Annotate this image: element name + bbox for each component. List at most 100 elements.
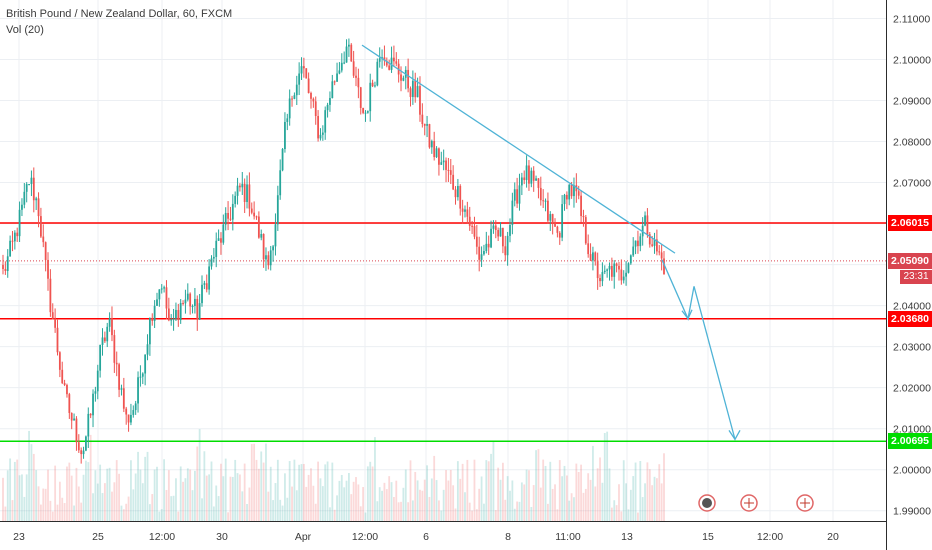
volume-bar: [281, 505, 284, 521]
volume-bar: [148, 504, 151, 521]
candle-body: [92, 393, 94, 416]
volume-bar: [120, 505, 123, 521]
volume-bar: [660, 483, 663, 521]
candle-body: [87, 413, 90, 437]
volume-bar: [594, 486, 597, 521]
volume-bar: [4, 506, 7, 521]
candle-body: [359, 87, 362, 108]
candle-body: [613, 263, 616, 277]
volume-bar: [511, 480, 514, 521]
volume-bar: [63, 503, 66, 521]
candle-body: [499, 227, 502, 237]
volume-bar: [146, 451, 149, 521]
volume-bar: [317, 461, 320, 521]
volume-bar: [513, 508, 516, 521]
candle-body: [542, 200, 545, 202]
candle-body: [94, 391, 97, 394]
candle-body: [447, 169, 450, 171]
y-tick-label: 2.10000: [893, 54, 931, 66]
y-tick-label: 2.04000: [893, 301, 931, 313]
candle-body: [286, 118, 289, 122]
volume-bar: [189, 469, 192, 521]
volume-bar: [494, 510, 497, 521]
candle-body: [376, 61, 379, 86]
volume-bar: [96, 483, 99, 521]
volume-bar: [516, 501, 519, 521]
candle-body: [648, 234, 651, 245]
volume-bar: [257, 468, 260, 521]
resistance-price-tag: 2.06015: [888, 214, 932, 231]
volume-bar: [487, 461, 490, 521]
volume-bar: [388, 476, 391, 521]
volume-bar: [428, 496, 431, 521]
candle-body: [411, 80, 414, 97]
volume-bar: [336, 495, 338, 521]
event-markers[interactable]: [698, 494, 814, 512]
candle-body: [310, 92, 312, 99]
candle-body: [483, 251, 485, 255]
candle-body: [556, 226, 559, 233]
candle-body: [537, 178, 540, 188]
candle-body: [355, 75, 357, 78]
drawing-objects[interactable]: [361, 44, 741, 441]
volume-bar: [184, 478, 187, 521]
candle-body: [141, 373, 144, 377]
candle-body: [13, 232, 16, 242]
volume-bar: [343, 487, 346, 521]
volume-bar: [295, 490, 298, 521]
candle-body: [156, 299, 158, 306]
candle-body: [663, 258, 665, 275]
candle-body: [369, 82, 372, 112]
volume-bar: [293, 459, 296, 521]
volume-bar: [542, 459, 545, 521]
volume-bar: [291, 486, 293, 521]
chart-legend[interactable]: British Pound / New Zealand Dollar, 60, …: [6, 6, 232, 38]
volume-bar: [203, 451, 206, 521]
current-price-tag: 2.05090: [888, 252, 932, 269]
candle-body: [127, 414, 130, 423]
candle-body: [302, 66, 305, 69]
volume-bar: [113, 482, 116, 521]
candle-body: [485, 243, 488, 252]
volume-bar: [314, 503, 317, 521]
candle-body: [276, 195, 279, 225]
volume-bar: [383, 482, 386, 521]
volume-bar: [208, 474, 211, 521]
candle-body: [101, 337, 104, 345]
candle-body: [324, 110, 327, 133]
candle-body: [530, 170, 533, 184]
volume-bar: [246, 504, 248, 521]
volume-bar: [85, 460, 87, 521]
volume-bar: [393, 497, 395, 521]
volume-bar: [663, 453, 665, 521]
volume-bar: [435, 480, 438, 521]
candle-body: [352, 61, 355, 76]
volume-bar: [461, 463, 464, 521]
candle-body: [319, 134, 322, 139]
volume-bar: [419, 489, 421, 521]
candle-body: [452, 174, 455, 190]
volume-bar: [250, 444, 253, 521]
volume-bar: [355, 477, 357, 521]
candle-body: [210, 258, 213, 267]
candle-body: [40, 216, 42, 237]
volume-bar: [61, 497, 64, 521]
volume-bar: [371, 466, 374, 521]
candle-body: [589, 254, 592, 261]
volume-bar: [111, 491, 113, 521]
candle-body: [18, 209, 21, 237]
candle-body: [383, 57, 386, 61]
candle-body: [563, 194, 566, 205]
candle-body: [518, 185, 521, 204]
volume-bar: [582, 492, 585, 521]
x-tick-label: 25: [92, 531, 104, 543]
volume-bar: [615, 505, 618, 521]
candle-body: [445, 160, 447, 170]
candle-body: [224, 212, 227, 225]
volume-bar: [300, 464, 303, 521]
candle-body: [317, 116, 320, 139]
volume-bar: [272, 500, 274, 521]
volume-indicator-label: Vol (20): [6, 24, 44, 36]
